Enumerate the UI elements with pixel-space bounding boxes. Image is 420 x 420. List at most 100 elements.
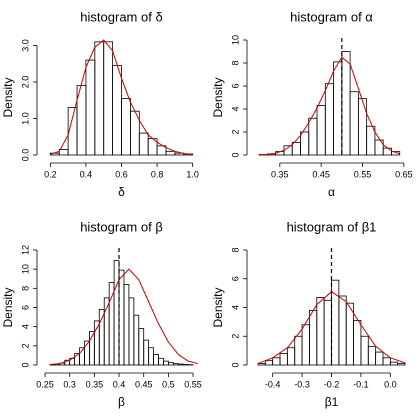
x-axis-label: α (328, 185, 335, 199)
bar (367, 345, 377, 366)
y-axis-label: Density (211, 287, 225, 327)
y-tick-label: 3.0 (20, 39, 30, 52)
bar (338, 295, 347, 366)
x-tick-label: 0.4 (113, 379, 126, 389)
bar (375, 351, 384, 366)
bar (165, 150, 176, 156)
x-tick-label: 0.6 (115, 169, 128, 179)
bar (118, 269, 125, 366)
y-tick-label: 2 (230, 129, 240, 134)
x-tick-label: 0.0 (384, 379, 397, 389)
y-tick-label: 1.0 (20, 112, 30, 125)
bar (389, 361, 399, 366)
density-curve (49, 268, 199, 366)
x-tick-label: 0.8 (151, 169, 164, 179)
bar (153, 354, 159, 366)
x-tick-label: 0.3 (63, 379, 76, 389)
y-axis-label: Density (1, 287, 15, 327)
bar (397, 363, 406, 366)
x-tick-label: 0.45 (312, 169, 330, 179)
bar (279, 353, 288, 366)
bar (391, 151, 401, 156)
bar (366, 125, 376, 156)
bar (374, 139, 384, 156)
y-tick-label: 8 (230, 247, 240, 252)
bar (128, 297, 135, 366)
bar (103, 41, 114, 156)
y-tick-label: 0.0 (20, 149, 30, 162)
y-tick-label: 12 (20, 245, 30, 255)
y-tick-label: 4 (20, 324, 30, 329)
bar (158, 357, 164, 366)
y-axis-label: Density (1, 77, 15, 117)
x-tick-label: -0.1 (353, 379, 369, 389)
bar (316, 297, 325, 366)
x-axis-label: β (118, 395, 125, 409)
x-tick-label: -0.2 (324, 379, 340, 389)
y-axis-label: Density (211, 77, 225, 117)
chart-title: histogram of β1 (287, 219, 377, 234)
bar (143, 339, 150, 366)
bar (167, 362, 174, 366)
bar (323, 299, 332, 366)
bar (324, 83, 334, 156)
x-tick-label: 0.35 (271, 169, 289, 179)
bar (121, 98, 131, 156)
x-tick-label: 0.55 (354, 169, 372, 179)
density-curve (259, 56, 400, 156)
bar (382, 357, 391, 366)
x-tick-label: 0.45 (135, 379, 153, 389)
bar (308, 117, 318, 156)
x-tick-label: 1.0 (186, 169, 199, 179)
y-tick-label: 2 (230, 334, 240, 339)
y-tick-label: 4 (230, 106, 240, 111)
chart-title: histogram of α (290, 9, 373, 24)
bar (300, 131, 310, 156)
bar (349, 91, 359, 156)
bar (301, 324, 310, 366)
y-tick-label: 8 (20, 286, 30, 291)
y-tick-label: 4 (230, 305, 240, 310)
bar (108, 282, 115, 366)
bar (163, 360, 169, 366)
y-tick-label: 0 (20, 362, 30, 367)
bar (113, 260, 120, 366)
bar (133, 314, 140, 366)
y-tick-label: 0 (230, 362, 240, 367)
bar (112, 65, 122, 156)
bar (85, 59, 96, 156)
bar (94, 41, 105, 156)
chart-title: histogram of β (80, 219, 163, 234)
bar (286, 347, 296, 366)
bar (333, 61, 343, 156)
bar (272, 357, 281, 366)
bar (382, 147, 392, 156)
x-tick-label: 0.25 (36, 379, 54, 389)
bar (58, 149, 69, 156)
y-tick-label: 6 (230, 83, 240, 88)
bar (309, 309, 318, 366)
bar (138, 328, 145, 366)
x-tick-label: 0.5 (162, 379, 175, 389)
x-tick-label: 0.2 (44, 169, 57, 179)
bar (177, 363, 184, 366)
bar (172, 363, 179, 366)
x-tick-label: -0.3 (294, 379, 310, 389)
bar (138, 132, 149, 156)
x-axis-label: δ (118, 185, 125, 199)
bar (360, 335, 369, 366)
x-tick-label: 0.65 (395, 169, 413, 179)
bar (123, 284, 130, 366)
chart-title: histogram of δ (80, 9, 162, 24)
bar (345, 302, 354, 366)
bar (353, 320, 362, 366)
x-tick-label: -0.4 (265, 379, 281, 389)
bar (156, 145, 167, 156)
bar (264, 360, 274, 366)
y-tick-label: 6 (230, 276, 240, 281)
y-tick-label: 2 (20, 343, 30, 348)
y-tick-label: 0 (230, 152, 240, 157)
density-curve (50, 39, 193, 155)
y-tick-label: 10 (20, 264, 30, 274)
